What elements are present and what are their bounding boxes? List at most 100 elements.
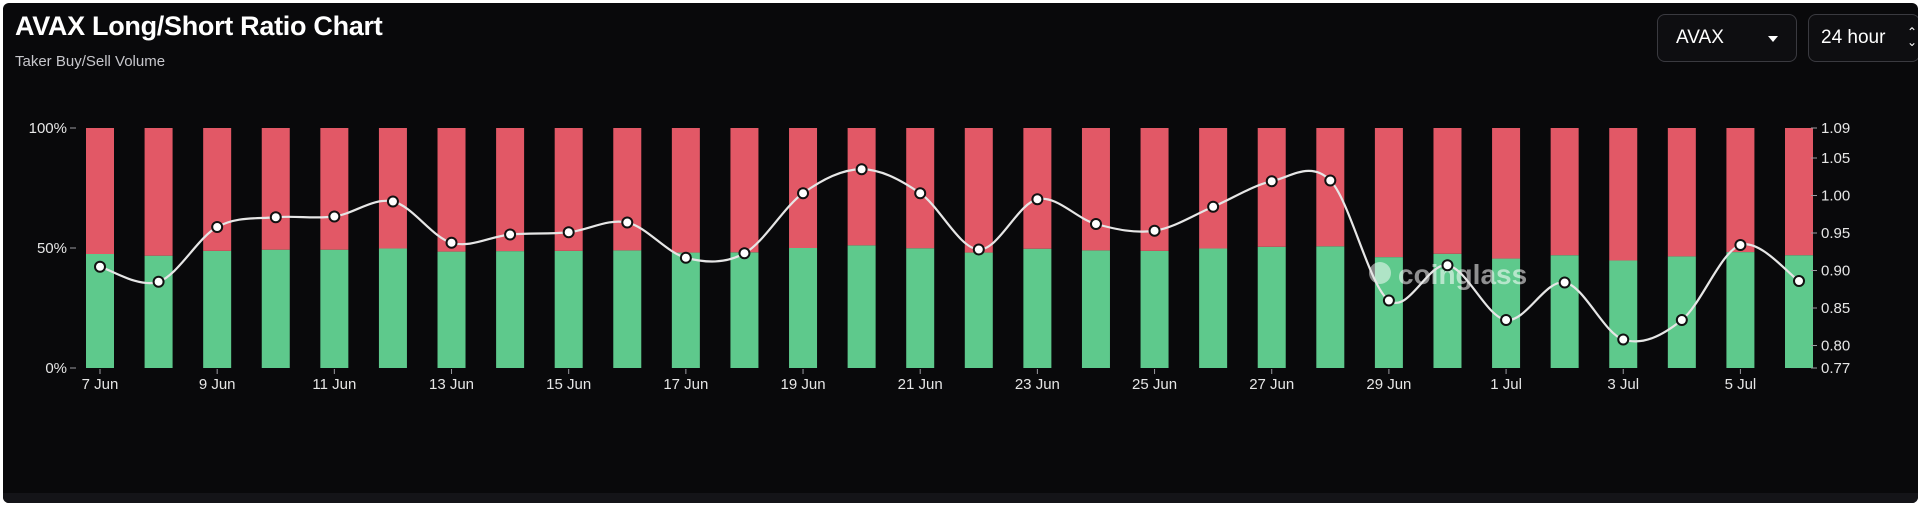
ratio-point [738,247,751,260]
short-bar [1667,128,1696,257]
long-short-ratio-chart: 0% 50% 100% 0.77 0.80 0.85 0.90 0.95 1.00 1.05 1.0… [29,120,1851,393]
short-bar [1081,128,1110,251]
ratio-point [972,243,985,256]
long-bar [1140,250,1169,368]
long-bar [847,245,876,368]
ratio-point [1382,294,1395,307]
long-bar [1257,246,1286,368]
long-bar [1550,255,1579,368]
up-down-chevron-icon: ⌃ ⌄ [1906,25,1917,49]
short-bar [378,128,407,249]
ratio-point [914,187,927,200]
long-bar [1726,252,1755,368]
x-tick-label: 23 Jun [1015,376,1060,393]
short-bar [1550,128,1579,256]
long-bar [496,251,525,368]
short-bar [1609,128,1638,261]
ratio-point [562,226,575,239]
short-bar [1199,128,1228,249]
chart-panel: AVAX Long/Short Ratio Chart Taker Buy/Se… [3,3,1918,503]
short-bar [320,128,349,250]
x-tick-label: 27 Jun [1249,376,1294,393]
symbol-select[interactable]: AVAX [1657,14,1797,62]
ratio-point [1793,275,1805,287]
long-bar [86,254,114,368]
y-right-tick-label: 0.95 [1821,225,1850,242]
short-bar [1257,128,1286,247]
long-bar [789,248,818,368]
short-bar [1023,128,1052,249]
long-bar [964,252,993,368]
ratio-point [445,236,458,249]
x-tick-label: 29 Jun [1366,376,1411,393]
y-right-tick-label: 1.00 [1821,188,1850,205]
x-tick-label: 7 Jun [82,376,119,393]
x-tick-label: 13 Jun [429,376,474,393]
x-tick-label: 17 Jun [663,376,708,393]
ratio-point [269,211,282,224]
ratio-point [1148,224,1161,237]
short-bar [964,128,993,253]
ratio-point [1500,314,1513,326]
long-bar [613,250,642,368]
long-bar [671,252,700,368]
ratio-line [99,168,1800,343]
long-bar [1609,260,1638,368]
ratio-point [797,187,810,200]
ratio-point [1207,200,1220,213]
chart-bottom-scroll-strip [3,493,1918,503]
long-bar [1433,253,1462,368]
short-bar [613,128,642,251]
short-bar [261,128,290,250]
y-right-tick-label: 0.80 [1821,338,1850,355]
ratio-point [1558,276,1571,289]
ratio-point [1324,174,1337,187]
short-bar [1374,128,1403,258]
short-bar [1785,128,1813,256]
long-bar [906,248,935,368]
short-bar [847,128,876,246]
ratio-point [1675,314,1688,326]
short-bar [144,128,173,256]
y-right-tick-label: 1.05 [1821,150,1850,167]
ratio-point [621,216,634,229]
y-left-tick-label: 0% [45,360,67,377]
long-bar [1199,248,1228,368]
y-left-tick-label: 100% [29,120,67,137]
ratio-point [211,221,224,233]
symbol-select-value: AVAX [1676,27,1724,48]
x-tick-label: 3 Jul [1607,376,1639,393]
long-bar [1081,250,1110,368]
short-bar [1726,128,1755,253]
x-tick-label: 21 Jun [898,376,943,393]
x-tick-label: 9 Jun [199,376,236,393]
x-tick-label: 1 Jul [1490,376,1522,393]
ratio-point [328,210,341,223]
ratio-point [152,275,165,288]
long-bar [261,249,290,368]
period-select[interactable]: 24 hour ⌃ ⌄ [1808,14,1918,62]
long-bar [554,250,583,368]
ratio-point [679,251,692,264]
short-bar [86,128,114,254]
long-bar [1316,246,1345,368]
ratio-point [855,163,868,176]
x-tick-label: 19 Jun [781,376,826,393]
x-tick-label: 15 Jun [546,376,591,393]
y-right-tick-label: 0.90 [1821,263,1850,280]
ratio-point [1441,259,1454,272]
y-right-tick-label: 1.09 [1821,120,1850,137]
y-right-tick-label: 0.85 [1821,300,1850,317]
long-bar [378,248,407,368]
long-bar [1492,258,1521,368]
short-bar [437,128,466,252]
short-bar [671,128,700,253]
y-right-tick-label: 0.77 [1821,360,1850,377]
short-bar [1316,128,1345,247]
period-select-value: 24 hour [1821,27,1886,48]
x-tick-label: 11 Jun [312,376,356,393]
short-bar [730,128,759,253]
long-bar [730,252,759,368]
ratio-point [94,260,106,273]
long-bar [320,249,349,368]
